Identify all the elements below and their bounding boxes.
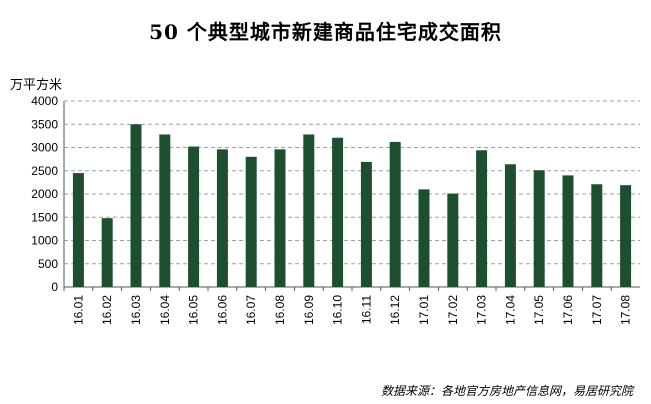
x-tick-label: 17.01 xyxy=(417,295,431,325)
bar xyxy=(245,156,257,287)
x-tick-label: 17.04 xyxy=(503,295,517,325)
chart-title: 50 个典型城市新建商品住宅成交面积 xyxy=(149,20,502,44)
bar xyxy=(504,164,516,287)
bar xyxy=(591,184,603,287)
x-tick-label: 16.09 xyxy=(302,295,316,325)
bar xyxy=(476,150,488,287)
x-tick-label: 16.11 xyxy=(359,295,373,324)
bar xyxy=(533,170,545,287)
x-tick-label: 17.06 xyxy=(561,295,575,325)
y-tick-label: 4000 xyxy=(31,94,58,108)
bar xyxy=(360,161,372,287)
x-tick-label: 17.02 xyxy=(446,295,460,325)
x-tick-label: 17.03 xyxy=(475,295,489,325)
bar xyxy=(447,193,459,287)
x-tick-label: 16.05 xyxy=(187,295,201,325)
bar xyxy=(130,124,142,287)
y-tick-label: 2000 xyxy=(31,187,58,201)
x-tick-label: 17.07 xyxy=(590,295,604,325)
bar xyxy=(274,149,286,287)
bar xyxy=(188,146,200,287)
bar xyxy=(389,141,401,287)
x-tick-label: 16.04 xyxy=(158,295,172,325)
x-tick-label: 16.01 xyxy=(71,295,85,325)
x-tick-label: 16.12 xyxy=(388,295,402,325)
bar xyxy=(72,173,84,287)
y-tick-label: 2500 xyxy=(31,164,58,178)
y-tick-label: 3500 xyxy=(31,117,58,131)
x-tick-label: 16.08 xyxy=(273,295,287,325)
y-tick-label: 1500 xyxy=(31,210,58,224)
x-tick-label: 16.06 xyxy=(215,295,229,325)
bar xyxy=(216,149,228,287)
x-tick-label: 17.08 xyxy=(619,295,633,325)
bar xyxy=(303,134,315,287)
data-source-note: 数据来源：各地官方房地产信息网，易居研究院 xyxy=(380,384,633,398)
x-tick-label: 16.10 xyxy=(331,295,345,325)
y-tick-label: 1000 xyxy=(31,234,58,248)
bar xyxy=(332,137,344,287)
x-tick-label: 16.03 xyxy=(129,295,143,325)
bar xyxy=(159,134,171,287)
x-tick-label: 16.07 xyxy=(244,295,258,325)
x-tick-label: 17.05 xyxy=(532,295,546,325)
bar xyxy=(418,189,430,287)
y-tick-label: 500 xyxy=(38,257,58,271)
bar xyxy=(620,185,632,287)
x-tick-label: 16.02 xyxy=(100,295,114,325)
y-axis-unit-label: 万平方米 xyxy=(10,78,63,93)
y-tick-label: 3000 xyxy=(31,141,58,155)
y-tick-label: 0 xyxy=(51,280,58,294)
bar xyxy=(101,218,113,287)
bar xyxy=(562,175,574,287)
